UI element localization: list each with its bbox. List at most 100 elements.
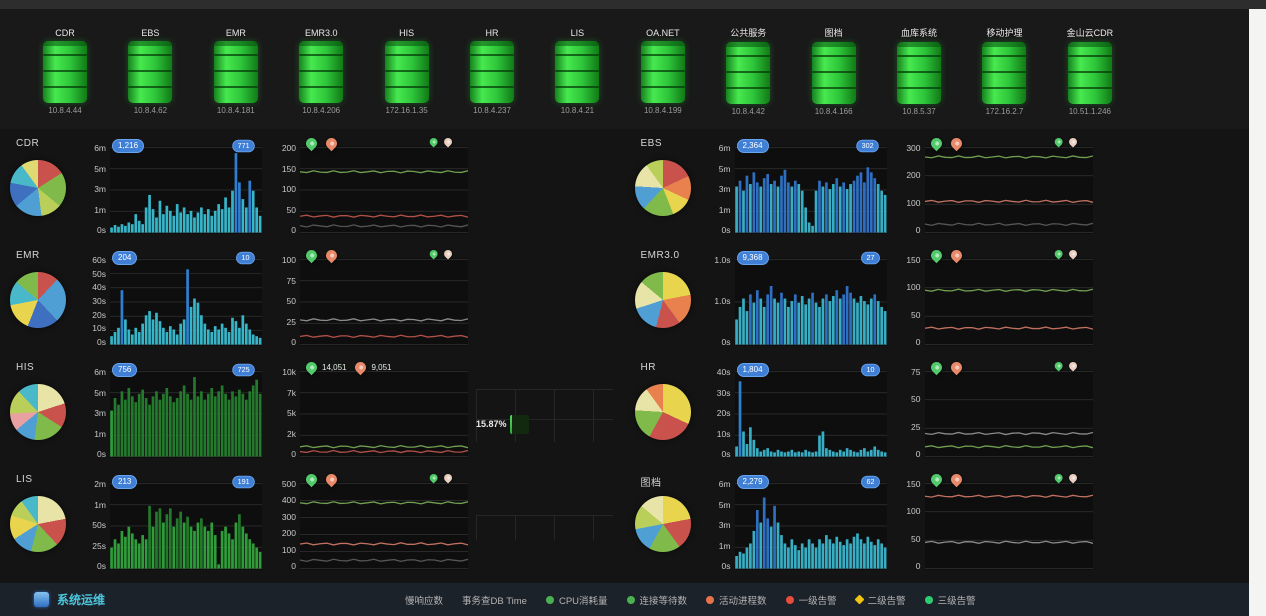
server-item[interactable]: 移动护理 172.16.2.7: [965, 26, 1043, 116]
row-label: EMR3.0: [640, 250, 680, 261]
tablespace-pie-chart[interactable]: [634, 384, 691, 440]
monitor-row-HIS[interactable]: HIS 6m 5m 3m 1m 0s 756 725 10k 7k 5k 2k 0 14,051 9,051…: [0, 354, 625, 466]
server-name: HR: [485, 27, 499, 38]
server-item[interactable]: OA.NET 10.8.4.199: [624, 28, 702, 115]
pin-value: 14,051: [322, 363, 347, 372]
server-item[interactable]: EBS 10.8.4.62: [111, 28, 189, 115]
y-axis: 6m 5m 3m 1m 0s: [94, 143, 106, 235]
tablespace-usage-bars: HYGEMRO: 93%SYSAUX: 89%UTGEMRN: 91%SYSTE…: [476, 295, 613, 311]
legend-item[interactable]: 事务查DB Time: [462, 593, 527, 607]
tablespace-pie-chart[interactable]: [634, 496, 691, 552]
tablespace-usage-bars: UHR: 89%SYSAUX: 87%SYSTEM: 98%USERS: 24%: [1101, 409, 1238, 421]
marker-pin-icon: [442, 472, 454, 484]
count-badge: 302: [856, 139, 880, 153]
server-name: 血库系统: [901, 28, 938, 38]
server-item[interactable]: EMR3.0 10.8.4.206: [282, 28, 360, 115]
count-badge: 725: [231, 363, 255, 377]
legend-item[interactable]: 慢响应数: [405, 593, 443, 607]
tablespace-pie-chart[interactable]: [10, 160, 66, 216]
server-ip: 10.8.4.181: [216, 105, 255, 115]
load-line-chart[interactable]: 100 75 50 25 0: [270, 247, 468, 348]
tablespace-pie-chart[interactable]: [10, 272, 66, 328]
server-item[interactable]: LIS 10.8.4.21: [538, 28, 616, 115]
bar-plot: 1,216 771: [110, 139, 262, 234]
legend-item[interactable]: 活动进程数: [706, 593, 767, 607]
bar-plot: 204 10: [110, 251, 262, 346]
response-time-chart[interactable]: 6m 5m 3m 1m 0s 756 725: [80, 362, 262, 460]
legend-item[interactable]: 一级告警: [785, 593, 837, 607]
database-status-icon: [726, 42, 771, 104]
tablespace-pie-chart[interactable]: [634, 160, 691, 216]
response-time-chart[interactable]: 6m 5m 3m 1m 0s 2,364 302: [705, 138, 887, 236]
tablespace-pie-chart[interactable]: [10, 384, 66, 440]
load-line-chart[interactable]: 150 100 50 0: [895, 247, 1093, 348]
legend-item[interactable]: 三级告警: [924, 593, 976, 607]
response-time-chart[interactable]: 2m 1m 50s 25s 0s 213 191: [80, 474, 262, 572]
load-line-chart[interactable]: 75 50 25 0: [895, 359, 1093, 460]
server-item[interactable]: HIS 172.16.1.35: [368, 28, 446, 115]
bar-plot: 1,804 10: [734, 363, 887, 458]
server-item[interactable]: 图档 10.8.4.166: [795, 26, 873, 116]
response-time-chart[interactable]: 6m 5m 3m 1m 0s 1,216 771: [80, 138, 262, 236]
legend-item-label: 一级告警: [798, 595, 837, 607]
legend-item[interactable]: CPU消耗量: [545, 593, 608, 607]
database-status-icon: [299, 40, 344, 103]
tablespace-pie-chart[interactable]: [634, 272, 691, 328]
server-item[interactable]: EMR 10.8.4.181: [197, 28, 275, 115]
count-badge: 191: [231, 475, 255, 489]
marker-pin-icon: [1052, 472, 1064, 484]
load-line-chart[interactable]: 200 150 100 50 0: [270, 135, 468, 236]
server-item[interactable]: 公共服务 10.8.4.42: [709, 26, 787, 116]
server-ip: 10.8.4.42: [731, 107, 765, 116]
pin-group: [428, 136, 454, 148]
server-item[interactable]: CDR 10.8.4.44: [26, 28, 104, 115]
load-line-chart[interactable]: 10k 7k 5k 2k 0 14,051 9,051: [270, 359, 468, 460]
load-line-chart[interactable]: 500 400 300 200 100 0: [270, 471, 468, 572]
server-item[interactable]: HR 10.8.4.237: [453, 28, 531, 115]
marker-pin-icon: [1052, 136, 1064, 148]
server-item[interactable]: 金山云CDR 10.51.1.246: [1051, 26, 1129, 116]
response-time-chart[interactable]: 1.0s 1.0s 0s 9,368 27: [705, 250, 887, 348]
server-name: LIS: [570, 27, 585, 38]
server-name: EBS: [141, 27, 160, 38]
pin-group: [303, 247, 340, 264]
response-time-chart[interactable]: 60s 50s 40s 30s 20s 10s 0s 204 10: [80, 250, 262, 348]
server-item[interactable]: 血库系统 10.8.5.37: [880, 26, 958, 116]
y-axis: 6m 5m 3m 1m 0s: [718, 143, 731, 235]
response-time-chart[interactable]: 40s 30s 20s 10s 0s 1,804 10: [705, 362, 887, 460]
y-axis: 300 200 100 0: [906, 143, 921, 235]
pin-group: [303, 471, 340, 488]
server-name: OA.NET: [646, 27, 680, 38]
tablespace-pie-chart[interactable]: [10, 496, 66, 552]
load-line-chart[interactable]: 300 200 100 0: [895, 135, 1093, 236]
pin-group: [928, 247, 964, 264]
status-bar-row: 15.87%: [476, 414, 613, 434]
legend-title: 系统运维: [57, 593, 106, 607]
count-badge: 10: [236, 251, 255, 265]
pin-group: [1052, 360, 1079, 372]
database-status-icon: [555, 40, 600, 103]
legend-item[interactable]: 二级告警: [854, 593, 906, 607]
pin-group: [428, 472, 454, 484]
legend-item[interactable]: 连接等待数: [626, 593, 687, 607]
marker-pin-icon: [323, 247, 340, 264]
legend-item-label: 慢响应数: [405, 595, 444, 607]
pin-group: [1052, 248, 1079, 260]
load-line-chart[interactable]: 150 100 50 0: [895, 471, 1093, 572]
marker-pin-icon: [948, 471, 964, 488]
marker-pin-icon: [1052, 248, 1064, 260]
row-label: LIS: [16, 474, 33, 485]
database-status-icon: [897, 42, 942, 104]
database-status-icon: [982, 42, 1027, 104]
count-badge: 771: [231, 139, 255, 153]
row-pie-column: CDR: [8, 138, 72, 236]
response-time-chart[interactable]: 6m 5m 3m 1m 0s 2,279 62: [705, 474, 887, 572]
